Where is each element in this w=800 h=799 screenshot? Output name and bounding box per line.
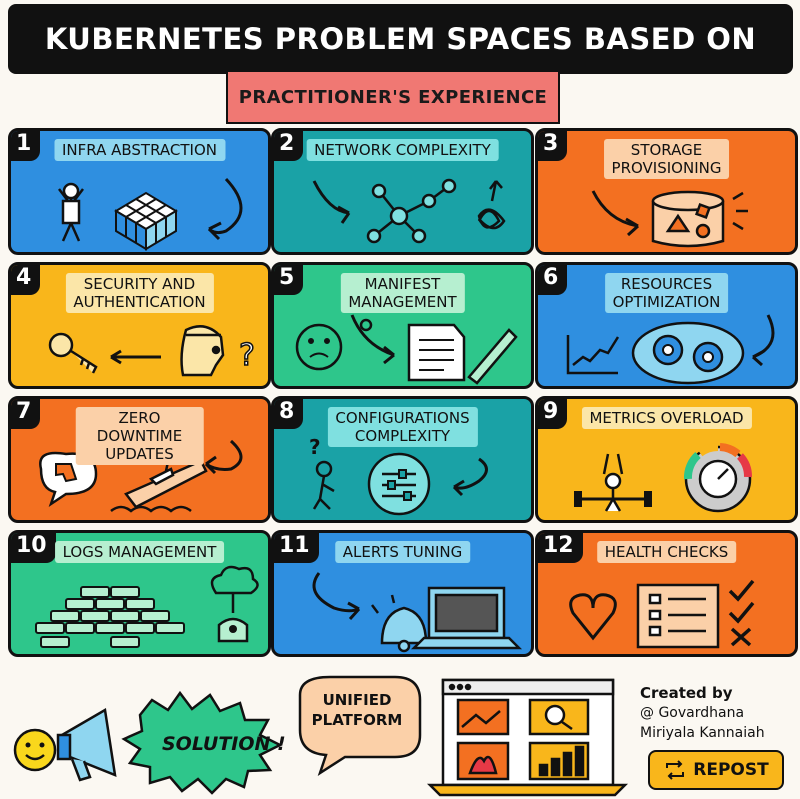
card-label: METRICS OVERLOAD: [581, 407, 752, 429]
card-infra-abstraction: 1 INFRA ABSTRACTION: [8, 128, 271, 255]
page-subtitle: PRACTITIONER'S EXPERIENCE: [226, 70, 560, 124]
credit-title: Created by: [640, 684, 733, 702]
card-storage-provisioning: 3 STORAGE PROVISIONING: [535, 128, 798, 255]
card-number: 12: [538, 533, 583, 563]
credit-name: @ Govardhana Miriyala Kannaiah: [640, 705, 765, 741]
svg-text:?: ?: [239, 338, 255, 373]
solution-burst: SOLUTION !: [121, 690, 286, 795]
card-number: 7: [11, 399, 41, 429]
platform-monitor-icon: [426, 678, 629, 797]
card-number: 10: [11, 533, 56, 563]
solution-label: SOLUTION !: [162, 733, 286, 755]
card-label: RESOURCES OPTIMIZATION: [604, 273, 729, 313]
card-label: ZERO DOWNTIME UPDATES: [75, 407, 204, 465]
card-label: INFRA ABSTRACTION: [54, 139, 225, 161]
bottom-illustrations: SOLUTION !: [13, 675, 629, 797]
card-metrics-overload: 9 METRICS OVERLOAD: [535, 396, 798, 523]
card-number: 4: [11, 265, 41, 295]
card-zero-downtime-updates: 7 ZERO DOWNTIME UPDATES: [8, 396, 271, 523]
card-number: 1: [11, 131, 41, 161]
card-health-checks: 12 HEALTH CHECKS: [535, 530, 798, 657]
card-number: 2: [274, 131, 304, 161]
card-number: 6: [538, 265, 568, 295]
card-alerts-tuning: 11 ALERTS TUNING: [271, 530, 534, 657]
card-label: HEALTH CHECKS: [596, 541, 737, 563]
card-number: 9: [538, 399, 568, 429]
unified-platform-label: UNIFIED PLATFORM: [311, 691, 403, 729]
card-label: CONFIGURATIONS COMPLEXITY: [327, 407, 478, 447]
card-label: MANIFEST MANAGEMENT: [340, 273, 465, 313]
svg-text:?: ?: [309, 435, 321, 459]
card-logs-management: 10 LOGS MANAGEMENT: [8, 530, 271, 657]
card-number: 8: [274, 399, 304, 429]
card-number: 11: [274, 533, 319, 563]
card-configurations-complexity: ? 8 CONFIGURATIONS COMPLEXITY: [271, 396, 534, 523]
card-label: NETWORK COMPLEXITY: [306, 139, 499, 161]
card-label: LOGS MANAGEMENT: [54, 541, 225, 563]
card-security-authentication: ? 4 SECURITY AND AUTHENTICATION: [8, 262, 271, 389]
card-label: ALERTS TUNING: [334, 541, 471, 563]
repost-label: REPOST: [693, 760, 769, 780]
unified-speech-bubble: [298, 675, 422, 776]
repost-button[interactable]: REPOST: [648, 750, 784, 790]
card-network-complexity: 2 NETWORK COMPLEXITY: [271, 128, 534, 255]
card-resources-optimization: 6 RESOURCES OPTIMIZATION: [535, 262, 798, 389]
card-number: 5: [274, 265, 304, 295]
credit-block: Created by @ Govardhana Miriyala Kannaia…: [640, 683, 790, 743]
megaphone-icon: [56, 707, 117, 782]
card-number: 3: [538, 131, 568, 161]
card-manifest-management: 5 MANIFEST MANAGEMENT: [271, 262, 534, 389]
card-label: SECURITY AND AUTHENTICATION: [65, 273, 214, 313]
page-title: KUBERNETES PROBLEM SPACES BASED ON: [8, 4, 793, 74]
smiley-icon: [13, 728, 57, 772]
repost-icon: [666, 760, 685, 780]
card-label: STORAGE PROVISIONING: [603, 139, 730, 179]
